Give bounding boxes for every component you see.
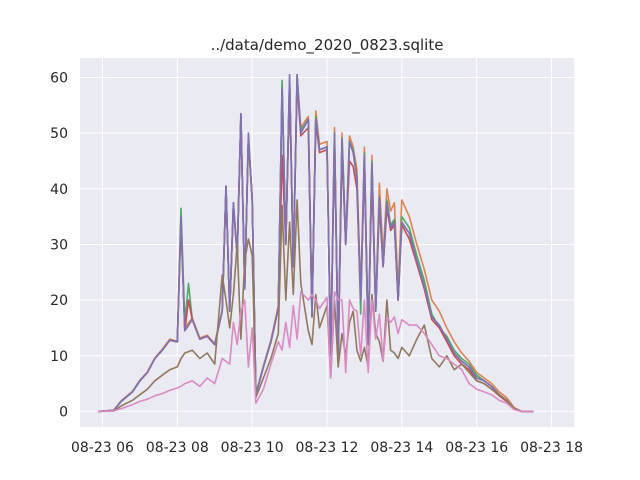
y-tick-label: 10 [50,349,68,365]
y-tick-label: 50 [50,126,68,142]
x-tick-label: 08-23 16 [445,440,508,456]
grid-lines [80,58,574,427]
x-tick-label: 08-23 14 [370,440,433,456]
x-axis: 08-23 06 08-23 08 08-23 10 08-23 12 08-23 14… [71,440,583,456]
x-tick-label: 08-23 12 [296,440,359,456]
x-tick-label: 08-23 06 [71,440,134,456]
series-group [97,73,534,413]
y-tick-label: 20 [50,293,68,309]
x-tick-label: 08-23 18 [520,440,583,456]
series-line-5 [97,73,534,413]
y-tick-label: 60 [50,70,68,86]
series-line-7 [97,291,534,413]
y-tick-label: 30 [50,237,68,253]
chart-title: ../data/demo_2020_0823.sqlite [211,36,444,55]
y-tick-label: 40 [50,182,68,198]
series-line-6 [97,199,534,413]
y-tick-label: 0 [59,404,68,420]
y-axis: 0 10 20 30 40 50 60 [50,70,68,420]
x-tick-label: 08-23 10 [221,440,284,456]
x-tick-label: 08-23 08 [146,440,209,456]
